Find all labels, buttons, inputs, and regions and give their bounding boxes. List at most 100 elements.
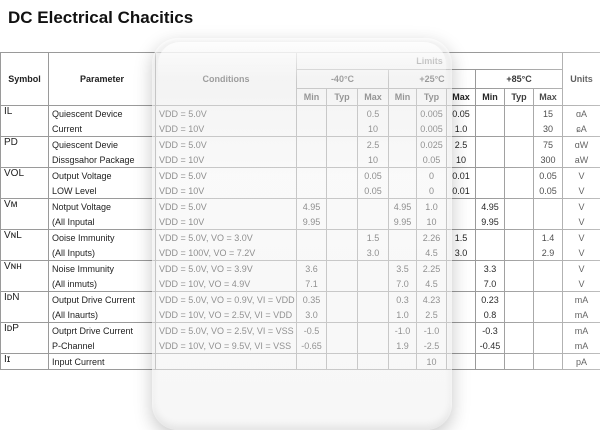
limit-value-cell: 2.5 <box>417 307 447 323</box>
unit-cell: V <box>563 230 600 246</box>
limit-value-cell <box>327 354 358 370</box>
limit-value-cell <box>358 307 389 323</box>
parameter-cell: (All Inaurts) <box>49 307 156 323</box>
limit-value-cell <box>447 276 476 292</box>
limit-value-cell <box>534 261 563 277</box>
unit-cell: mA <box>563 292 600 308</box>
limit-value-cell <box>505 323 534 339</box>
limit-value-cell <box>476 137 505 153</box>
conditions-cell: VDD = 10V <box>156 214 297 230</box>
limit-value-cell: 10 <box>417 354 447 370</box>
limit-value-cell <box>505 292 534 308</box>
header-min: Min <box>476 89 505 106</box>
limit-value-cell <box>476 121 505 137</box>
limit-value-cell: 0.35 <box>297 292 327 308</box>
limit-value-cell: 1.4 <box>534 230 563 246</box>
parameter-cell: Notput Voltage <box>49 199 156 215</box>
limit-value-cell: 7.0 <box>476 276 505 292</box>
limit-value-cell <box>327 338 358 354</box>
limit-value-cell <box>327 106 358 122</box>
limit-value-cell <box>505 137 534 153</box>
conditions-cell <box>156 354 297 370</box>
limit-value-cell: 0.005 <box>417 106 447 122</box>
unit-cell: V <box>563 245 600 261</box>
unit-cell: mA <box>563 338 600 354</box>
limit-value-cell: 2.26 <box>417 230 447 246</box>
limit-value-cell <box>505 307 534 323</box>
limit-value-cell <box>389 183 417 199</box>
limit-value-cell <box>447 323 476 339</box>
limit-value-cell <box>389 152 417 168</box>
parameter-cell: (All inmuts) <box>49 276 156 292</box>
limit-value-cell: -1.0 <box>389 323 417 339</box>
limit-value-cell: 4.95 <box>297 199 327 215</box>
limit-value-cell <box>447 354 476 370</box>
limit-value-cell <box>476 245 505 261</box>
limit-value-cell <box>358 354 389 370</box>
limit-value-cell <box>505 230 534 246</box>
header-parameter: Parameter <box>49 53 156 106</box>
symbol-cell: IᴅN <box>1 292 49 323</box>
header-units: Units <box>563 53 600 106</box>
limit-value-cell <box>476 152 505 168</box>
limit-value-cell: 7.0 <box>389 276 417 292</box>
limit-value-cell: 2.25 <box>417 261 447 277</box>
header-temp-plus85: +85°C <box>476 70 563 89</box>
unit-cell: pA <box>563 354 600 370</box>
limit-value-cell: 0.005 <box>417 121 447 137</box>
limit-value-cell: 0.025 <box>417 137 447 153</box>
parameter-cell: Input Current <box>49 354 156 370</box>
conditions-cell: VDD = 10V <box>156 183 297 199</box>
parameter-cell: Quiescent Device <box>49 106 156 122</box>
limit-value-cell <box>327 323 358 339</box>
header-max: Max <box>534 89 563 106</box>
limit-value-cell <box>534 292 563 308</box>
limit-value-cell <box>505 121 534 137</box>
limit-value-cell <box>389 230 417 246</box>
limit-value-cell <box>327 230 358 246</box>
limit-value-cell: 0.05 <box>534 183 563 199</box>
limit-value-cell <box>358 292 389 308</box>
limit-value-cell <box>297 245 327 261</box>
limit-value-cell <box>389 106 417 122</box>
limit-value-cell <box>505 338 534 354</box>
limit-value-cell <box>389 137 417 153</box>
limit-value-cell: 4.95 <box>476 199 505 215</box>
limit-value-cell: 300 <box>534 152 563 168</box>
limit-value-cell <box>358 199 389 215</box>
limit-value-cell: 10 <box>358 152 389 168</box>
limit-value-cell: 4.95 <box>389 199 417 215</box>
limit-value-cell <box>505 354 534 370</box>
limit-value-cell: -2.5 <box>417 338 447 354</box>
limit-value-cell: 3.6 <box>297 261 327 277</box>
unit-cell: V <box>563 199 600 215</box>
header-conditions: Conditions <box>156 53 297 106</box>
limit-value-cell: 0.05 <box>358 183 389 199</box>
unit-cell: V <box>563 168 600 184</box>
limit-value-cell <box>505 214 534 230</box>
unit-cell: mA <box>563 307 600 323</box>
limit-value-cell <box>327 245 358 261</box>
limit-value-cell <box>447 199 476 215</box>
limit-value-cell: 7.1 <box>297 276 327 292</box>
limit-value-cell <box>534 276 563 292</box>
symbol-cell: IL <box>1 106 49 137</box>
limit-value-cell: 1.5 <box>358 230 389 246</box>
limit-value-cell <box>327 199 358 215</box>
limit-value-cell: 0.01 <box>447 183 476 199</box>
limit-value-cell: 0.8 <box>476 307 505 323</box>
limit-value-cell <box>327 137 358 153</box>
limit-value-cell: -0.3 <box>476 323 505 339</box>
header-temp-minus40: -40°C <box>297 70 389 89</box>
limit-value-cell <box>327 307 358 323</box>
unit-cell: V <box>563 183 600 199</box>
